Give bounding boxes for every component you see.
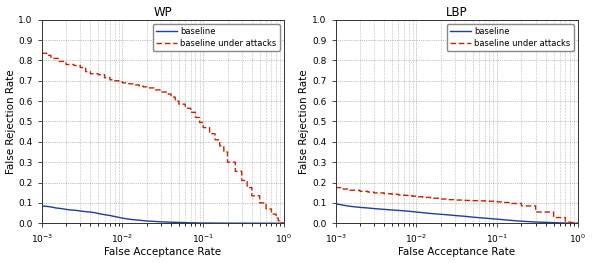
baseline: [518, 220, 525, 223]
baseline: [168, 221, 175, 224]
baseline: [469, 216, 477, 219]
baseline under attacks: [574, 222, 581, 225]
baseline: [508, 219, 515, 222]
baseline: [405, 210, 412, 213]
baseline: [87, 210, 94, 214]
Line: baseline: baseline: [336, 204, 578, 223]
baseline: [400, 209, 407, 213]
baseline under attacks: [469, 199, 477, 202]
baseline: [532, 220, 539, 224]
baseline: [461, 215, 468, 218]
baseline: [281, 222, 288, 225]
baseline under attacks: [238, 170, 245, 173]
baseline: [136, 219, 143, 222]
Legend: baseline, baseline under attacks: baseline, baseline under attacks: [153, 24, 280, 51]
baseline under attacks: [187, 111, 194, 114]
baseline: [437, 213, 444, 216]
baseline: [349, 205, 356, 208]
baseline under attacks: [332, 186, 339, 189]
baseline: [574, 222, 581, 225]
baseline under attacks: [243, 186, 250, 189]
baseline: [163, 220, 170, 224]
baseline: [413, 210, 420, 214]
baseline: [157, 220, 165, 223]
baseline: [200, 221, 207, 225]
baseline: [381, 208, 388, 211]
baseline under attacks: [220, 144, 227, 148]
baseline: [38, 204, 46, 208]
baseline: [268, 222, 275, 225]
baseline: [77, 209, 84, 213]
baseline: [562, 221, 569, 225]
Y-axis label: False Rejection Rate: False Rejection Rate: [300, 69, 310, 174]
baseline: [63, 208, 70, 211]
baseline: [395, 209, 402, 212]
Line: baseline: baseline: [42, 206, 284, 223]
baseline: [427, 212, 434, 215]
Title: LBP: LBP: [446, 6, 468, 19]
Y-axis label: False Rejection Rate: False Rejection Rate: [5, 69, 15, 174]
Legend: baseline, baseline under attacks: baseline, baseline under attacks: [446, 24, 574, 51]
baseline: [409, 210, 416, 213]
baseline: [107, 214, 114, 217]
baseline: [356, 206, 363, 209]
baseline: [332, 202, 339, 205]
baseline: [445, 213, 452, 216]
X-axis label: False Acceptance Rate: False Acceptance Rate: [104, 247, 221, 257]
baseline: [47, 205, 54, 209]
baseline: [115, 216, 123, 219]
baseline: [131, 218, 138, 221]
baseline: [419, 211, 426, 214]
baseline: [256, 222, 263, 225]
baseline: [53, 206, 60, 210]
baseline: [494, 218, 501, 221]
baseline: [119, 216, 126, 220]
baseline: [187, 221, 194, 224]
Line: baseline under attacks: baseline under attacks: [42, 53, 284, 223]
baseline: [481, 216, 488, 220]
baseline: [192, 221, 199, 224]
baseline: [339, 203, 346, 206]
baseline: [111, 215, 118, 218]
baseline under attacks: [38, 52, 46, 55]
baseline under attacks: [232, 170, 239, 173]
baseline: [238, 222, 245, 225]
baseline: [140, 219, 147, 222]
baseline: [364, 206, 371, 210]
baseline under attacks: [518, 202, 525, 205]
Line: baseline under attacks: baseline under attacks: [336, 188, 578, 223]
baseline: [388, 209, 395, 212]
Title: WP: WP: [153, 6, 172, 19]
baseline under attacks: [562, 220, 569, 223]
baseline: [43, 205, 50, 208]
baseline: [95, 212, 102, 215]
baseline: [143, 219, 150, 222]
baseline: [101, 213, 108, 216]
baseline: [224, 222, 231, 225]
baseline: [344, 204, 351, 208]
baseline: [73, 209, 80, 212]
baseline: [175, 221, 182, 224]
baseline: [126, 218, 133, 221]
baseline under attacks: [232, 161, 239, 164]
baseline under attacks: [356, 189, 363, 192]
baseline: [58, 207, 65, 210]
baseline: [91, 211, 98, 214]
baseline: [214, 221, 221, 225]
baseline: [67, 209, 75, 212]
baseline: [151, 220, 158, 223]
baseline under attacks: [395, 193, 402, 196]
baseline under attacks: [281, 222, 288, 225]
baseline under attacks: [381, 192, 388, 195]
baseline: [206, 221, 213, 225]
baseline: [196, 221, 203, 225]
baseline: [371, 207, 378, 210]
baseline: [82, 210, 89, 213]
baseline: [451, 214, 458, 217]
baseline: [182, 221, 189, 224]
X-axis label: False Acceptance Rate: False Acceptance Rate: [398, 247, 515, 257]
baseline: [550, 221, 557, 224]
